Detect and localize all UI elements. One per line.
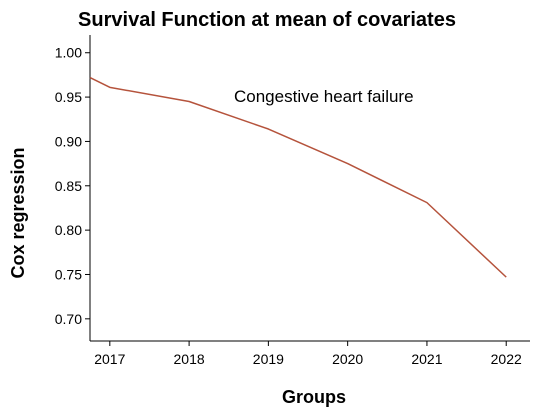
y-axis-ticks: 0.70 0.75 0.80 0.85 0.90 0.95 1.00 [55, 45, 90, 327]
series-line [89, 76, 507, 278]
y-axis-label: Cox regression [8, 147, 28, 278]
y-tick-label: 1.00 [55, 45, 82, 61]
y-tick-label: 0.90 [55, 133, 82, 149]
series-group [89, 76, 507, 278]
x-tick-label: 2022 [491, 351, 522, 367]
chart-annotation: Congestive heart failure [234, 87, 414, 106]
y-tick-label: 0.95 [55, 89, 82, 105]
y-tick-label: 0.70 [55, 311, 82, 327]
x-axis-label: Groups [282, 387, 346, 407]
x-tick-label: 2018 [174, 351, 205, 367]
x-tick-label: 2019 [253, 351, 284, 367]
y-tick-label: 0.75 [55, 266, 82, 282]
y-tick-label: 0.85 [55, 178, 82, 194]
x-tick-label: 2020 [332, 351, 363, 367]
x-tick-label: 2017 [94, 351, 125, 367]
x-axis-ticks: 2017 2018 2019 2020 2021 2022 [94, 341, 522, 367]
plot-area: 0.700.750.800.850.900.951.00 2017 2018 201… [55, 35, 530, 367]
chart-title: Survival Function at mean of covariates [78, 9, 456, 31]
y-tick-label: 0.80 [55, 222, 82, 238]
x-tick-label: 2021 [411, 351, 442, 367]
